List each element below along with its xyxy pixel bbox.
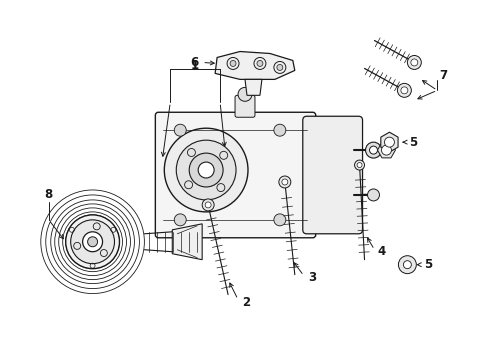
FancyBboxPatch shape xyxy=(155,112,316,238)
Circle shape xyxy=(198,162,214,178)
Circle shape xyxy=(174,214,186,226)
Circle shape xyxy=(202,199,214,211)
Text: 3: 3 xyxy=(308,271,316,284)
Circle shape xyxy=(369,146,377,154)
Polygon shape xyxy=(172,224,202,260)
Circle shape xyxy=(411,59,418,66)
Polygon shape xyxy=(377,142,395,158)
Circle shape xyxy=(366,142,382,158)
Circle shape xyxy=(279,176,291,188)
Circle shape xyxy=(277,64,283,71)
Polygon shape xyxy=(245,80,262,95)
Circle shape xyxy=(385,137,394,147)
Circle shape xyxy=(66,215,120,269)
Circle shape xyxy=(189,153,223,187)
Text: 7: 7 xyxy=(439,69,447,82)
Text: 5: 5 xyxy=(409,136,417,149)
Circle shape xyxy=(230,60,236,67)
Circle shape xyxy=(368,189,379,201)
Circle shape xyxy=(382,145,392,155)
Text: 6: 6 xyxy=(190,56,198,69)
Circle shape xyxy=(164,128,248,212)
Circle shape xyxy=(357,163,362,167)
FancyBboxPatch shape xyxy=(303,116,363,234)
Circle shape xyxy=(205,202,211,208)
Circle shape xyxy=(88,237,98,247)
Circle shape xyxy=(71,220,115,264)
Text: 8: 8 xyxy=(45,188,53,202)
Circle shape xyxy=(355,160,365,170)
Circle shape xyxy=(401,87,408,94)
Circle shape xyxy=(403,261,412,269)
Polygon shape xyxy=(215,51,295,80)
Circle shape xyxy=(274,214,286,226)
Circle shape xyxy=(257,60,263,67)
Circle shape xyxy=(174,124,186,136)
Circle shape xyxy=(238,87,252,101)
Polygon shape xyxy=(381,132,398,152)
Text: 2: 2 xyxy=(242,296,250,309)
Text: 4: 4 xyxy=(377,245,386,258)
Circle shape xyxy=(176,140,236,200)
FancyBboxPatch shape xyxy=(235,95,255,117)
Circle shape xyxy=(274,124,286,136)
Circle shape xyxy=(397,84,412,97)
Text: 5: 5 xyxy=(424,258,433,271)
Text: 1: 1 xyxy=(191,59,199,72)
Circle shape xyxy=(282,179,288,185)
Circle shape xyxy=(83,232,102,252)
Circle shape xyxy=(398,256,416,274)
Circle shape xyxy=(407,55,421,69)
